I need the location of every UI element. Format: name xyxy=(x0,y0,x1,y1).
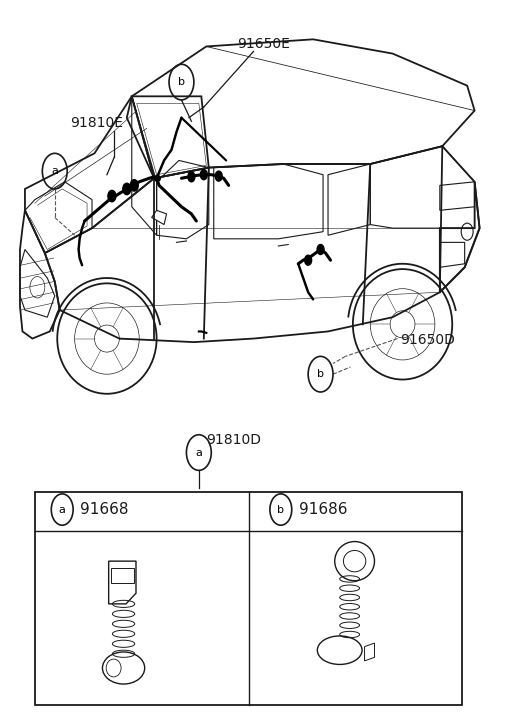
Text: 91668: 91668 xyxy=(80,502,129,517)
Text: a: a xyxy=(195,448,202,457)
Text: b: b xyxy=(317,369,324,379)
Circle shape xyxy=(317,244,324,254)
Circle shape xyxy=(130,180,138,191)
Circle shape xyxy=(123,183,131,195)
Polygon shape xyxy=(152,210,166,225)
Text: a: a xyxy=(51,166,58,176)
Text: 91650E: 91650E xyxy=(237,38,290,52)
Circle shape xyxy=(200,169,207,180)
Text: 91810E: 91810E xyxy=(70,116,124,130)
Text: 91810D: 91810D xyxy=(206,433,261,447)
Text: b: b xyxy=(277,505,284,515)
Circle shape xyxy=(305,255,312,265)
Text: b: b xyxy=(178,77,185,87)
Text: a: a xyxy=(59,505,65,515)
Text: 91650D: 91650D xyxy=(400,333,455,347)
Text: 91686: 91686 xyxy=(299,502,347,517)
Circle shape xyxy=(188,172,195,182)
Circle shape xyxy=(108,190,116,202)
Circle shape xyxy=(215,171,222,181)
